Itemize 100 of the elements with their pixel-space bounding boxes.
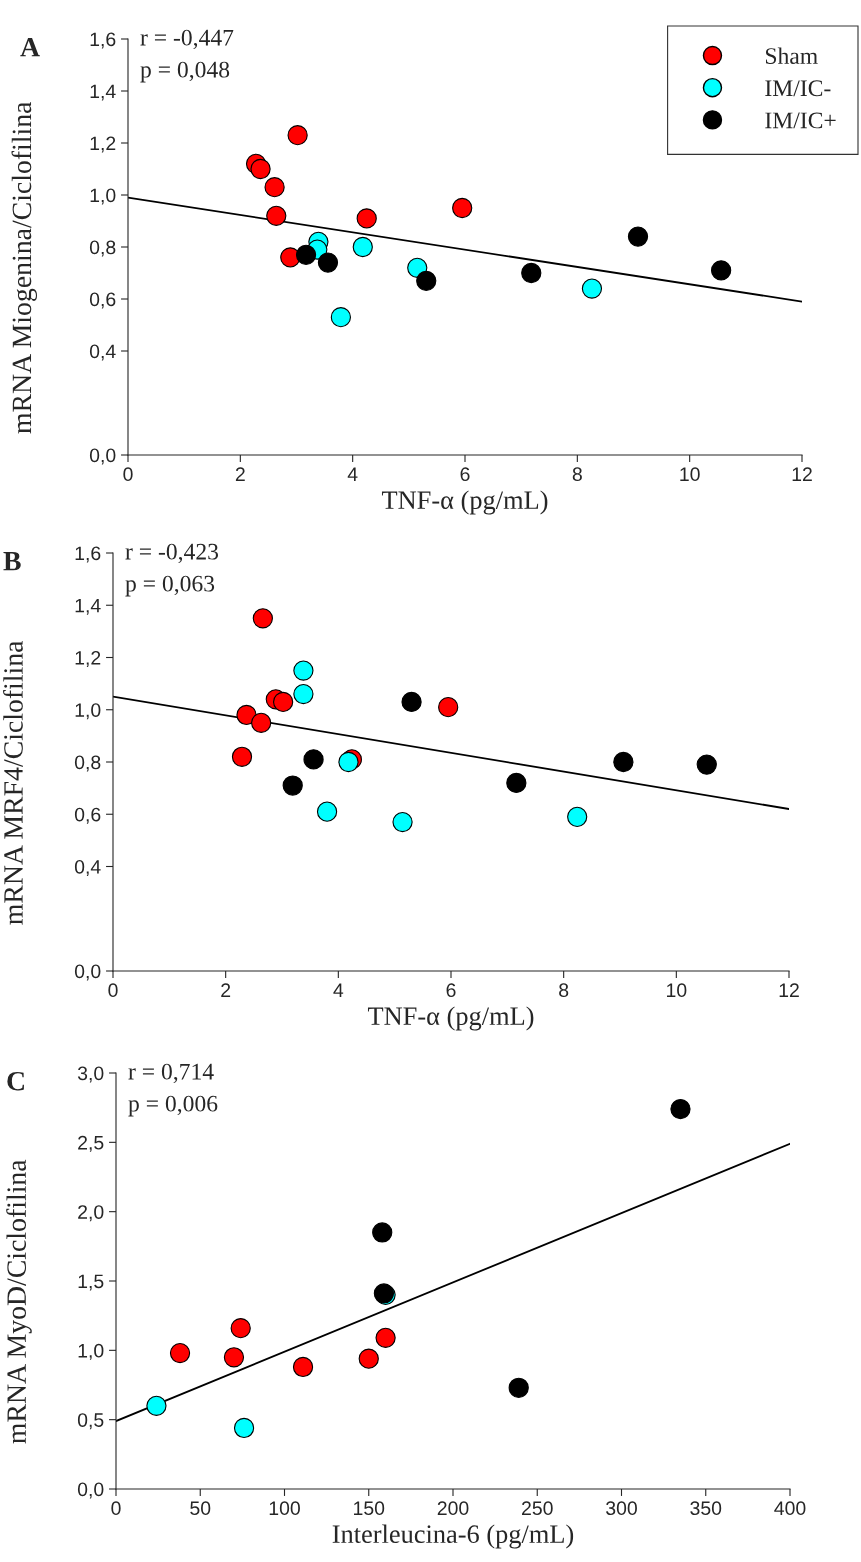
x-tick-label: 4 — [333, 983, 344, 997]
x-tick-label: 10 — [667, 983, 687, 998]
point — [264, 177, 285, 198]
x-tick-label: 2 — [221, 983, 231, 997]
point — [146, 1395, 167, 1416]
point — [236, 704, 257, 726]
y-tick-label: 3,0 — [77, 1066, 104, 1083]
x-tick-label: 4 — [347, 467, 358, 481]
annotation: p = 0,063 — [125, 575, 215, 597]
x-axis-title: TNF-α (pg/mL) — [381, 490, 548, 515]
x-tick-label: 300 — [606, 1501, 637, 1516]
y-tick-label: 1,4 — [90, 84, 116, 101]
x-tick-label: 8 — [559, 983, 569, 998]
point — [272, 691, 294, 713]
point — [303, 749, 324, 770]
y-tick-label: 0,6 — [74, 807, 101, 824]
y-axis-title: mRNA MRF4/Ciclofilina — [3, 640, 23, 925]
point — [293, 660, 314, 681]
y-tick-label: 0,8 — [89, 240, 116, 257]
point — [416, 270, 437, 291]
point — [292, 1356, 314, 1378]
y-tick-label: 1,2 — [90, 136, 116, 153]
point — [352, 236, 373, 258]
x-tick-label: 150 — [354, 1501, 385, 1516]
point — [250, 158, 271, 180]
y-axis-title: mRNA Miogenina/Ciclofilina — [11, 101, 38, 434]
point — [567, 806, 588, 827]
y-tick-label: 0,0 — [77, 1482, 104, 1499]
point — [627, 226, 649, 247]
point — [231, 746, 253, 767]
annotation: p = 0,006 — [128, 1095, 218, 1117]
point — [401, 691, 422, 713]
point — [293, 683, 314, 705]
y-tick-label: 1,0 — [78, 1343, 104, 1360]
y-tick-label: 2,0 — [78, 1205, 104, 1222]
x-axis-title: Interleucina-6 (pg/mL) — [332, 1524, 574, 1549]
y-axis-title: mRNA MyoD/Ciclofilina — [6, 1159, 32, 1444]
y-tick-label: 1,5 — [78, 1274, 104, 1291]
x-axis-title: TNF-α (pg/mL) — [367, 1006, 534, 1031]
annotation: r = -0,423 — [125, 543, 219, 564]
point — [375, 1327, 396, 1348]
point — [670, 1098, 691, 1120]
point — [696, 754, 717, 775]
point — [317, 252, 339, 273]
chart-title: C — [7, 1071, 24, 1091]
point — [252, 608, 273, 629]
point — [295, 244, 317, 265]
x-tick-label: 10 — [680, 467, 700, 482]
y-tick-label: 0,4 — [74, 859, 101, 877]
x-tick-label: 0 — [108, 983, 118, 998]
x-tick-label: 2 — [235, 467, 245, 481]
point — [438, 697, 459, 718]
point — [330, 307, 351, 328]
x-tick-label: 350 — [690, 1501, 722, 1516]
y-tick-label: 2,5 — [78, 1135, 104, 1152]
x-tick-label: 50 — [190, 1501, 211, 1516]
point — [581, 278, 603, 299]
annotation: r = -0,447 — [140, 29, 234, 50]
legend-label: IM/IC- — [765, 80, 831, 97]
x-tick-label: 12 — [779, 983, 799, 997]
y-tick-label: 0,5 — [77, 1413, 104, 1430]
legend-label: Sham — [765, 47, 818, 65]
y-tick-label: 0,8 — [74, 755, 101, 772]
x-tick-label: 100 — [269, 1501, 300, 1516]
point — [233, 1417, 255, 1439]
point — [230, 1318, 251, 1339]
point — [251, 712, 272, 733]
x-tick-label: 200 — [437, 1501, 469, 1516]
annotation: p = 0,048 — [140, 61, 230, 83]
point — [282, 775, 303, 796]
point — [266, 205, 287, 226]
point — [613, 751, 634, 773]
y-tick-label: 1,4 — [75, 598, 101, 615]
point — [710, 260, 732, 281]
point — [316, 801, 338, 822]
point — [372, 1222, 393, 1243]
y-tick-label: 0,0 — [89, 448, 116, 465]
point — [169, 1342, 191, 1364]
y-tick-label: 0,6 — [89, 292, 116, 309]
point — [452, 197, 473, 219]
point — [356, 208, 377, 229]
point — [392, 811, 413, 833]
x-tick-label: 12 — [792, 467, 812, 481]
y-tick-label: 1,0 — [90, 188, 116, 205]
legend-label: IM/IC+ — [765, 112, 836, 129]
chart-title: A — [20, 37, 40, 57]
point — [508, 1377, 529, 1398]
y-tick-label: 1,6 — [75, 546, 101, 563]
point — [521, 262, 542, 284]
y-tick-label: 1,0 — [75, 703, 101, 720]
y-tick-label: 1,2 — [75, 650, 101, 668]
x-tick-label: 400 — [774, 1501, 806, 1516]
x-tick-label: 8 — [572, 467, 582, 482]
y-tick-label: 1,6 — [90, 32, 116, 49]
chart-title: B — [3, 552, 21, 571]
y-tick-label: 0,4 — [89, 344, 116, 361]
annotation: r = 0,714 — [128, 1063, 214, 1084]
point — [506, 772, 527, 794]
x-tick-label: 6 — [446, 983, 456, 998]
point — [287, 125, 308, 146]
